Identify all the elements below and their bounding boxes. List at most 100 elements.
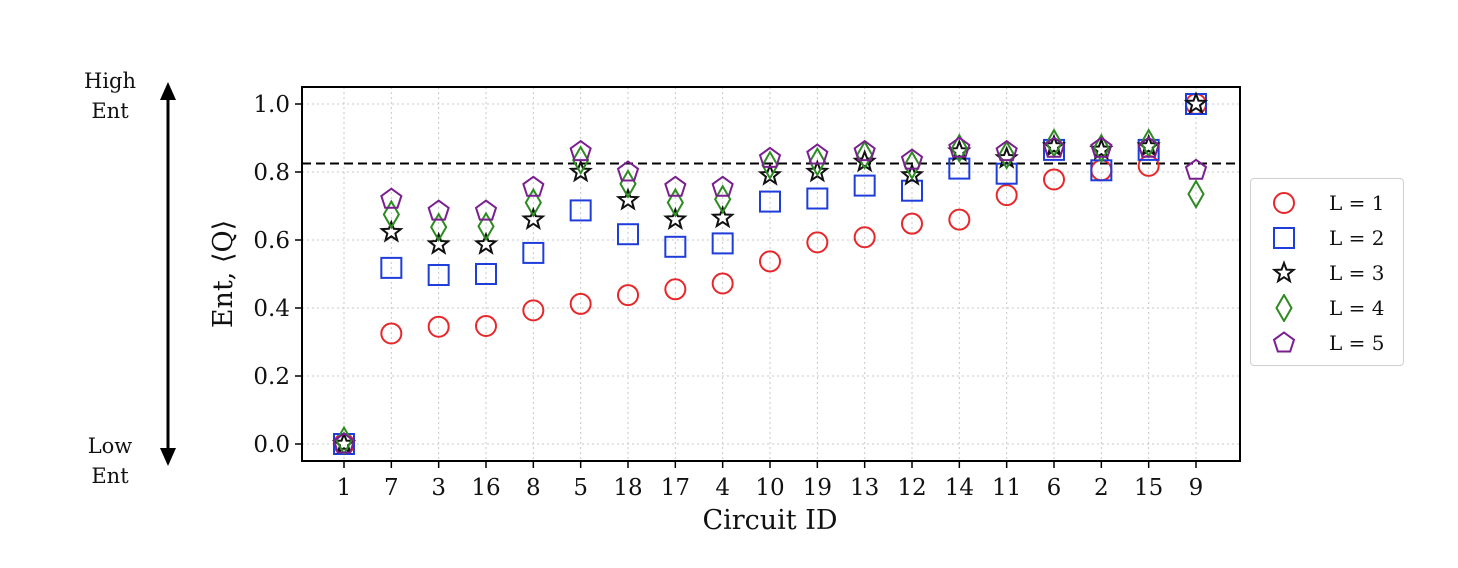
series-2-point	[569, 199, 592, 222]
series-2-point	[427, 264, 450, 287]
series-5-point	[1184, 158, 1208, 180]
x-axis: 1 7 3 16 8 5 18 17 4 10 19 13 12 14 11 6 2 15 9	[337, 461, 1203, 501]
x-tick-label: 8	[526, 475, 541, 501]
series-4-point	[430, 212, 448, 243]
series-5-point	[664, 175, 687, 197]
series-1-point	[1043, 168, 1065, 191]
low-ent-label-line2: Ent	[91, 464, 129, 488]
entanglement-range-arrow	[160, 82, 176, 466]
series-1-point	[948, 208, 971, 231]
series-4-point	[950, 133, 968, 164]
series-3-point	[473, 231, 499, 255]
legend-item: L = 4	[1251, 290, 1401, 324]
data-marks	[331, 91, 1209, 456]
series-2-point	[522, 241, 545, 264]
series-5-point	[853, 139, 876, 162]
series-5-point	[474, 199, 498, 221]
x-tick-label: 17	[661, 475, 690, 501]
series-3-point	[426, 231, 451, 255]
legend-marker-shape	[1272, 331, 1296, 353]
x-tick-label: 16	[471, 475, 500, 501]
x-tick-label: 7	[384, 475, 399, 501]
legend-label: L = 1	[1329, 191, 1385, 215]
high-ent-label-line2: Ent	[91, 99, 129, 123]
y-axis: 0.0 0.2 0.4 0.6 0.8 1.0	[253, 92, 302, 458]
x-axis-label: Circuit ID	[702, 505, 837, 536]
x-tick-label: 6	[1047, 475, 1062, 501]
series-2-point	[948, 157, 971, 180]
y-tick-label: 1.0	[253, 92, 290, 118]
legend-item: L = 3	[1251, 255, 1401, 289]
series-1-point	[806, 231, 829, 254]
series-4-point	[382, 199, 400, 230]
series-2-point	[711, 232, 734, 255]
legend: L = 1 L = 2 L = 3 L = 4 L = 5	[1250, 178, 1404, 366]
series-4-point	[524, 187, 542, 218]
low-ent-label-line1: Low	[87, 434, 133, 458]
series-4-point	[666, 187, 684, 218]
series-1-point	[569, 292, 592, 315]
series-5-point	[900, 148, 924, 170]
plot-frame	[301, 86, 1241, 462]
x-tick-label: 19	[803, 475, 832, 501]
series-1-point	[664, 278, 687, 301]
legend-item: L = 5	[1251, 325, 1401, 359]
series-1-point	[617, 284, 639, 307]
series-5-point	[758, 146, 782, 168]
series-5-point	[616, 160, 640, 182]
series-5-point	[427, 199, 450, 221]
series-5-point	[1137, 136, 1160, 158]
x-tick-label: 5	[573, 475, 588, 501]
series-5-point	[1090, 136, 1113, 158]
series-2-point	[664, 235, 687, 258]
legend-marker-shape	[1275, 294, 1293, 322]
series-1-point	[475, 315, 497, 338]
series-1-point	[380, 322, 403, 345]
series-5-point	[948, 136, 971, 158]
series-5-point	[380, 187, 403, 209]
series-2-point	[380, 256, 403, 279]
x-tick-label: 3	[431, 475, 446, 501]
series-5-point	[806, 143, 829, 165]
y-tick-label: 0.6	[253, 228, 290, 254]
series-5-point	[1042, 136, 1066, 158]
series-4-point	[572, 145, 590, 176]
series-1-point	[901, 212, 923, 235]
x-tick-label: 15	[1134, 475, 1163, 501]
legend-label: L = 4	[1329, 296, 1385, 320]
legend-marker-shape	[1273, 192, 1295, 214]
low-ent-label: Low Ent	[70, 431, 150, 491]
legend-marker-shape	[1273, 227, 1295, 249]
y-tick-label: 0.2	[253, 364, 290, 390]
high-ent-label: High Ent	[70, 66, 150, 126]
x-tick-label: 13	[850, 475, 879, 501]
series-5	[332, 136, 1208, 454]
series-3-point	[1183, 91, 1209, 115]
series-2-point	[475, 263, 497, 285]
series-3-point	[663, 206, 688, 231]
series-4-point	[808, 146, 826, 177]
y-tick-label: 0.0	[253, 432, 290, 458]
y-axis-label: Ent, ⟨Q⟩	[208, 220, 239, 328]
series-2-point	[853, 174, 876, 197]
series-3-point	[521, 206, 546, 231]
x-tick-label: 4	[715, 475, 730, 501]
series-2-point	[617, 223, 639, 246]
legend-marker	[1272, 331, 1296, 353]
x-tick-label: 11	[992, 475, 1021, 501]
series-4-point	[1187, 179, 1205, 210]
legend-item: L = 2	[1251, 220, 1401, 254]
y-tick-label: 0.8	[253, 160, 290, 186]
series-1-point	[853, 226, 876, 249]
series-4-point	[761, 150, 779, 181]
y-tick-label: 0.4	[253, 296, 290, 322]
series-3-point	[568, 159, 593, 183]
legend-label: L = 3	[1329, 261, 1385, 285]
x-tick-label: 1	[337, 475, 352, 501]
legend-marker	[1273, 227, 1295, 249]
series-1-point	[522, 299, 545, 322]
series-1-point	[427, 315, 450, 338]
legend-marker	[1273, 192, 1295, 214]
series-4-point	[477, 211, 495, 242]
x-tick-label: 10	[755, 475, 784, 501]
